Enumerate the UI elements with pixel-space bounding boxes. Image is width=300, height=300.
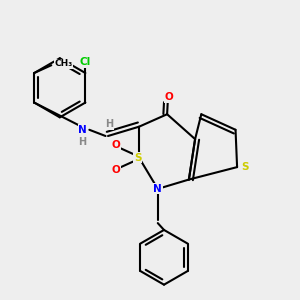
Text: O: O (111, 140, 120, 150)
Text: CH₃: CH₃ (54, 59, 73, 68)
Text: N: N (153, 184, 162, 194)
Text: H: H (106, 119, 114, 129)
Text: S: S (241, 162, 249, 172)
Text: O: O (111, 165, 120, 175)
Text: Cl: Cl (80, 57, 91, 67)
Text: H: H (78, 137, 87, 147)
Text: N: N (78, 125, 87, 135)
Text: O: O (164, 92, 173, 102)
Text: S: S (134, 153, 141, 163)
